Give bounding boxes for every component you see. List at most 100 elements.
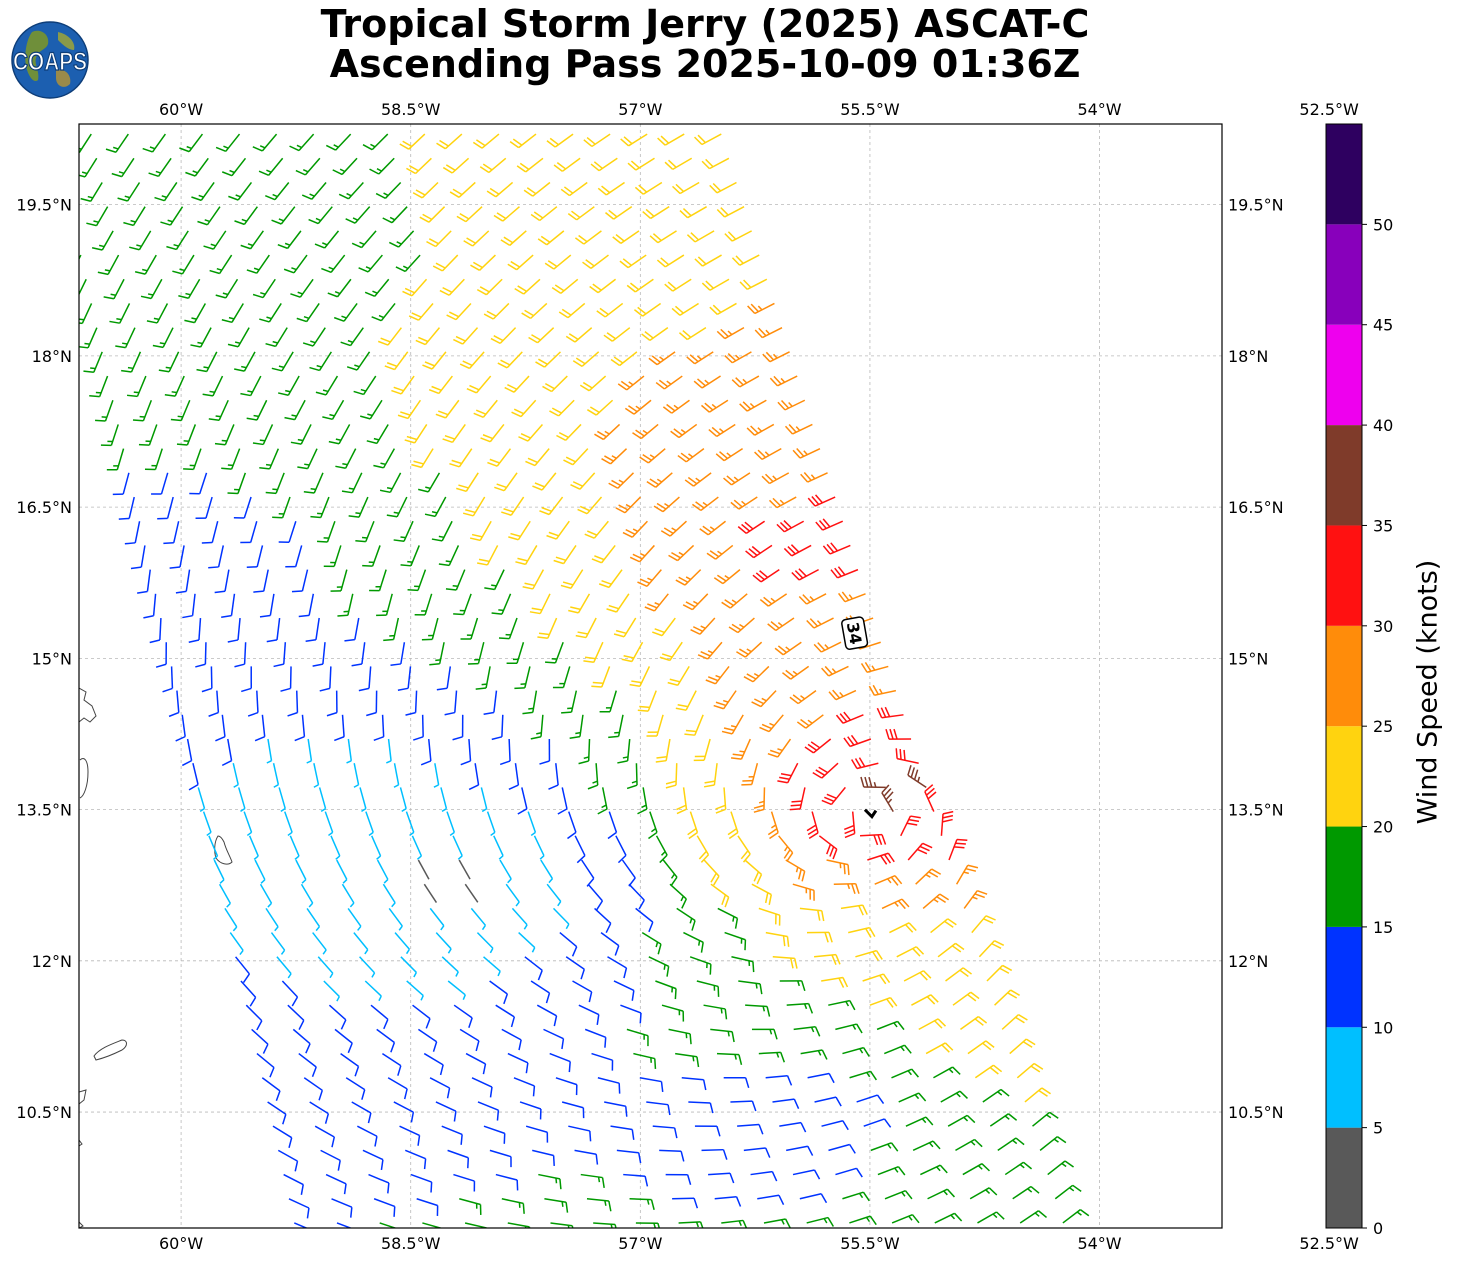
wind-barb [552,666,571,689]
wind-barb [169,545,185,569]
lon-tick-label-bottom: 57°W [618,1234,662,1253]
wind-barb [869,996,898,1008]
wind-barb [463,230,490,247]
wind-barb [843,811,856,839]
wind-barb [476,932,494,954]
wind-barb [370,1004,389,1030]
wind-barb [237,787,246,812]
wind-barb [565,327,593,343]
colorbar-tick-label: 35 [1373,516,1393,535]
wind-barb [641,327,669,341]
wind-barb [557,787,568,815]
wind-barb [254,859,266,884]
wind-barb [664,278,692,292]
wind-barb [828,1143,856,1154]
wind-barb [591,666,611,688]
wind-barb [634,181,663,195]
wind-barb [758,1051,786,1063]
wind-barb [452,714,464,741]
wind-barb [507,1222,531,1228]
colorbar: 0 5 10 15 20 25 30 35 40 45 50 [1325,123,1393,1238]
lat-tick-label-left: 10.5°N [16,1103,72,1122]
wind-barb [731,956,755,973]
wind-barb [359,956,376,978]
wind-barb [519,1101,542,1120]
wind-barb [429,907,445,931]
wind-barb [100,424,119,447]
lon-tick-label-top: 55.5°W [840,100,900,119]
wind-barb [440,787,448,813]
wind-barb [382,206,408,224]
wind-barb [662,399,690,414]
wind-barb [364,278,390,297]
wind-barb [671,302,699,316]
wind-barb [714,1196,742,1207]
wind-barb [234,206,258,226]
wind-barb [731,254,760,266]
wind-barb [578,1004,600,1025]
wind-barb [762,351,790,363]
wind-barb [218,883,232,908]
wind-barb [1019,1210,1048,1224]
wind-barb [346,351,371,371]
wind-barb [369,157,395,175]
wind-barb [493,206,520,222]
wind-barb [353,375,377,396]
wind-barb [655,980,677,1000]
wind-barb [235,956,251,983]
wind-barb [505,883,520,907]
wind-barb [907,765,927,789]
wind-barb [793,1025,821,1037]
wind-barb [615,835,627,864]
wind-barb [584,1028,607,1048]
wind-barb [266,617,281,643]
wind-barb [737,835,751,863]
wind-barb [117,182,141,202]
wind-barb [319,666,332,692]
wind-barb [208,690,220,717]
wind-barb [208,545,225,569]
wind-barb [779,1121,807,1133]
wind-barb [439,278,465,296]
wind-barb [772,1098,800,1109]
wind-barb [201,521,219,544]
wind-barb [240,521,258,544]
lon-tick-label-top: 60°W [159,100,203,119]
wind-barb [336,859,348,884]
wind-barb [646,1101,671,1116]
wind-barb [115,327,136,349]
wind-barb [525,1125,549,1143]
wind-barb [1039,1136,1067,1151]
wind-barb [867,852,895,865]
wind-barb [388,230,415,248]
wind-barb [777,762,799,784]
wind-barb [715,448,744,462]
wind-barb [232,763,239,788]
wind-barb [860,833,887,846]
wind-barb [317,520,336,543]
wind-barb [804,738,832,754]
colorbar-bin [1326,425,1362,526]
wind-barb [424,496,447,518]
wind-barb [471,1077,493,1098]
wind-barb [140,278,163,300]
wind-barb [745,1004,771,1017]
wind-barb [423,883,438,903]
wind-barb [785,859,806,882]
wind-barb [778,835,794,862]
wind-barb [883,1044,912,1055]
wind-barb [302,327,326,347]
wind-barb [460,617,479,640]
wind-barb [202,811,212,837]
wind-barb [416,1198,439,1216]
wind-barb [579,375,607,392]
wind-barb [514,666,531,690]
wind-barb [348,496,369,518]
wind-barb [661,1004,685,1022]
wind-barb [678,1221,704,1228]
wind-barb [215,278,239,299]
wind-barb [138,424,158,446]
wind-barb [399,1125,421,1146]
colorbar-tick-label: 15 [1373,918,1393,937]
wind-barb [569,714,584,739]
